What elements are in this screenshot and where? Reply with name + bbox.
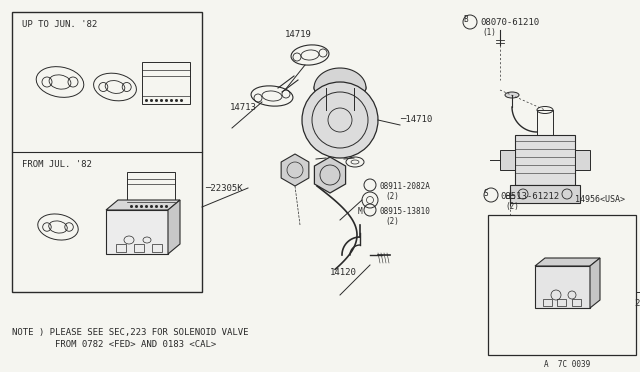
Text: B: B xyxy=(463,16,468,25)
Polygon shape xyxy=(106,200,180,210)
Bar xyxy=(500,150,515,170)
Bar xyxy=(134,244,144,252)
Text: (2): (2) xyxy=(385,192,399,201)
Bar xyxy=(557,299,566,306)
Text: ─14710: ─14710 xyxy=(400,115,432,124)
Polygon shape xyxy=(590,258,600,308)
Text: 08915-13810: 08915-13810 xyxy=(380,207,431,216)
Polygon shape xyxy=(314,157,346,193)
Bar xyxy=(12,12,202,292)
Text: FROM JUL. '82: FROM JUL. '82 xyxy=(22,160,92,169)
Text: 14120: 14120 xyxy=(330,268,357,277)
Text: (1): (1) xyxy=(482,28,496,37)
Text: 14956<USA>: 14956<USA> xyxy=(575,195,625,204)
Text: M: M xyxy=(358,207,363,216)
Bar xyxy=(152,244,162,252)
Bar xyxy=(142,62,190,104)
Text: S: S xyxy=(484,189,488,198)
Bar xyxy=(535,266,590,308)
Circle shape xyxy=(302,82,378,158)
Bar xyxy=(572,299,581,306)
Bar xyxy=(543,299,552,306)
Bar xyxy=(488,215,636,355)
Text: 14713: 14713 xyxy=(230,103,257,112)
Text: 08513-61212: 08513-61212 xyxy=(500,192,559,201)
Text: 08070-61210: 08070-61210 xyxy=(480,18,539,27)
Text: NOTE ) PLEASE SEE SEC,223 FOR SOLENOID VALVE: NOTE ) PLEASE SEE SEC,223 FOR SOLENOID V… xyxy=(12,328,248,337)
Text: ─22305K: ─22305K xyxy=(205,184,243,193)
Ellipse shape xyxy=(314,78,366,98)
Text: UP TO JUN. '82: UP TO JUN. '82 xyxy=(22,20,97,29)
Bar xyxy=(575,150,590,170)
Polygon shape xyxy=(168,200,180,254)
Text: (2): (2) xyxy=(385,217,399,226)
Polygon shape xyxy=(281,154,309,186)
Text: 14719: 14719 xyxy=(285,30,312,39)
Ellipse shape xyxy=(505,92,519,98)
Bar xyxy=(127,172,175,210)
Polygon shape xyxy=(314,68,366,98)
Polygon shape xyxy=(535,258,600,266)
Bar xyxy=(515,135,575,185)
Text: (2): (2) xyxy=(505,202,519,211)
Bar xyxy=(510,185,580,203)
Text: A  7C 0039: A 7C 0039 xyxy=(544,360,590,369)
Bar xyxy=(106,210,168,254)
Bar xyxy=(116,244,126,252)
Text: FROM 0782 <FED> AND 0183 <CAL>: FROM 0782 <FED> AND 0183 <CAL> xyxy=(12,340,216,349)
Text: 25024: 25024 xyxy=(634,299,640,308)
Text: 08911-2082A: 08911-2082A xyxy=(380,182,431,191)
Bar xyxy=(537,110,553,135)
